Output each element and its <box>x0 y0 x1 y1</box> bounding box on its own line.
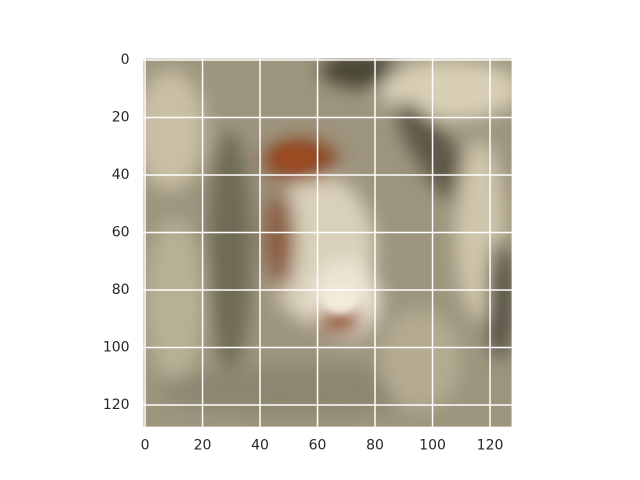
x-tick-label: 20 <box>194 438 212 454</box>
y-tick-label: 120 <box>103 397 130 413</box>
y-tick-label: 0 <box>121 52 130 68</box>
y-tick-label: 60 <box>112 225 130 241</box>
x-tick-label: 40 <box>251 438 269 454</box>
y-tick-label: 100 <box>103 340 130 356</box>
x-tick-label: 0 <box>141 438 150 454</box>
x-tick-label: 120 <box>477 438 504 454</box>
y-tick-label: 20 <box>112 110 130 126</box>
image <box>143 58 512 427</box>
x-tick-label: 100 <box>419 438 446 454</box>
y-tick-label: 80 <box>112 282 130 298</box>
x-tick-label: 60 <box>309 438 327 454</box>
y-tick-label: 40 <box>112 167 130 183</box>
x-tick-label: 80 <box>366 438 384 454</box>
